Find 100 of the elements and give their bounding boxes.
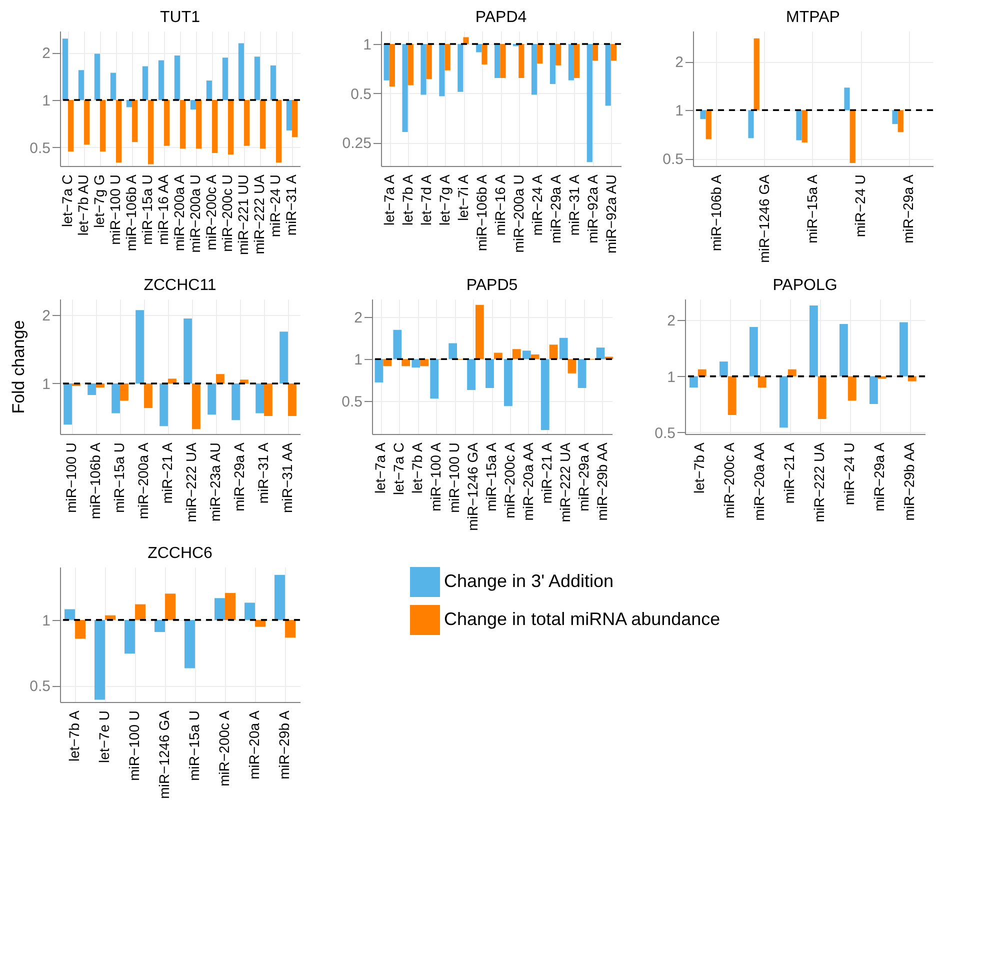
bar <box>100 100 106 152</box>
chart-title: ZCCHC6 <box>148 545 213 562</box>
bar <box>222 58 228 100</box>
bar <box>393 330 402 360</box>
x-tick-label: miR−20a A <box>246 710 262 780</box>
x-tick-label: miR−21 A <box>781 442 797 504</box>
x-tick-label: miR−100 U <box>446 442 462 513</box>
bar <box>700 110 706 120</box>
chart-title: TUT1 <box>160 9 200 26</box>
bar <box>238 43 244 100</box>
bar <box>190 100 196 110</box>
x-tick-label: let−7b A <box>691 442 707 494</box>
y-tick-label: 0.5 <box>30 678 50 696</box>
bar <box>286 100 292 130</box>
bar <box>216 374 224 384</box>
bar <box>818 376 826 419</box>
bar <box>212 100 218 153</box>
bar <box>512 349 521 360</box>
bar <box>256 383 264 414</box>
x-tick-label: miR−15a A <box>804 174 820 244</box>
chart-title: PAPD5 <box>466 277 518 294</box>
y-tick-label: 1 <box>42 612 50 630</box>
bar <box>504 359 512 406</box>
x-tick-label: let−7b A <box>409 442 426 494</box>
bar <box>148 100 154 164</box>
x-tick-label: miR−29a A <box>575 442 592 512</box>
bar <box>75 620 86 639</box>
y-tick-label: 2 <box>42 45 50 62</box>
x-tick-label: miR−106b A <box>87 442 103 520</box>
bar <box>285 620 296 638</box>
bar <box>196 100 202 149</box>
bar <box>788 369 796 376</box>
x-tick-label: miR−222 UA <box>183 442 199 522</box>
bar <box>180 100 186 149</box>
x-tick-label: let−7g A <box>436 174 453 226</box>
x-tick-label: miR−106b A <box>708 174 724 252</box>
x-tick-label: miR−222 UA <box>556 442 573 522</box>
bar <box>796 110 802 140</box>
bar <box>144 383 152 408</box>
x-tick-label: let−7e U <box>96 710 112 764</box>
bar <box>802 110 808 142</box>
x-tick-label: miR−200a A <box>171 174 187 252</box>
bar <box>78 70 84 100</box>
bar <box>850 110 856 163</box>
x-tick-label: miR−200a U <box>187 174 203 253</box>
bar <box>549 344 558 360</box>
bar <box>165 594 176 620</box>
legend-label: Change in 3' Addition <box>444 571 614 591</box>
bar <box>184 620 195 668</box>
bar <box>596 348 605 360</box>
y-tick-label: 0.5 <box>342 394 362 411</box>
x-tick-label: let−7a C <box>390 442 407 496</box>
bar <box>270 65 276 100</box>
x-tick-label: miR−24 U <box>852 174 868 238</box>
bar <box>158 60 164 100</box>
bar <box>64 609 75 620</box>
bar <box>244 100 250 146</box>
x-tick-label: miR−92a A <box>584 174 600 244</box>
bar <box>750 326 758 376</box>
y-tick-label: 1 <box>42 376 50 393</box>
x-tick-label: let−7b A <box>400 174 416 226</box>
bar <box>486 359 494 388</box>
bar <box>578 359 586 388</box>
x-tick-label: miR−15a U <box>186 710 202 781</box>
x-tick-label: let−7i A <box>455 174 472 221</box>
x-tick-label: let−7a C <box>59 174 75 228</box>
bar <box>522 350 531 360</box>
x-tick-label: miR−200c U <box>219 174 235 252</box>
bar <box>160 383 168 426</box>
bar <box>467 359 476 390</box>
bar <box>244 602 255 620</box>
y-tick-label: 2 <box>675 54 684 72</box>
bar <box>892 110 898 124</box>
x-tick-label: miR−29b AA <box>901 442 917 521</box>
y-tick-label: 0.25 <box>342 135 372 152</box>
bar <box>84 100 90 145</box>
bar <box>844 88 850 110</box>
bar <box>878 376 886 379</box>
bar <box>264 383 272 416</box>
x-tick-label: miR−20a AA <box>520 442 536 521</box>
x-tick-label: let−7a A <box>381 174 398 226</box>
x-tick-label: miR−29a A <box>871 442 887 512</box>
x-tick-label: miR−222 UA <box>251 174 267 254</box>
bar <box>184 318 192 384</box>
bar <box>276 100 282 162</box>
bar <box>274 574 285 620</box>
bar <box>374 359 384 382</box>
bar <box>116 100 122 162</box>
bar <box>728 376 736 415</box>
x-tick-label: miR−200c A <box>216 710 232 786</box>
bar <box>110 72 116 100</box>
bar <box>900 322 908 376</box>
x-tick-label: let−7a A <box>372 442 388 494</box>
x-tick-label: miR−20a AA <box>751 442 767 521</box>
bar <box>135 604 146 620</box>
bar <box>748 110 754 138</box>
bar <box>68 100 74 152</box>
bar <box>120 383 128 401</box>
bar <box>288 383 296 416</box>
y-tick-label: 1 <box>363 36 372 54</box>
